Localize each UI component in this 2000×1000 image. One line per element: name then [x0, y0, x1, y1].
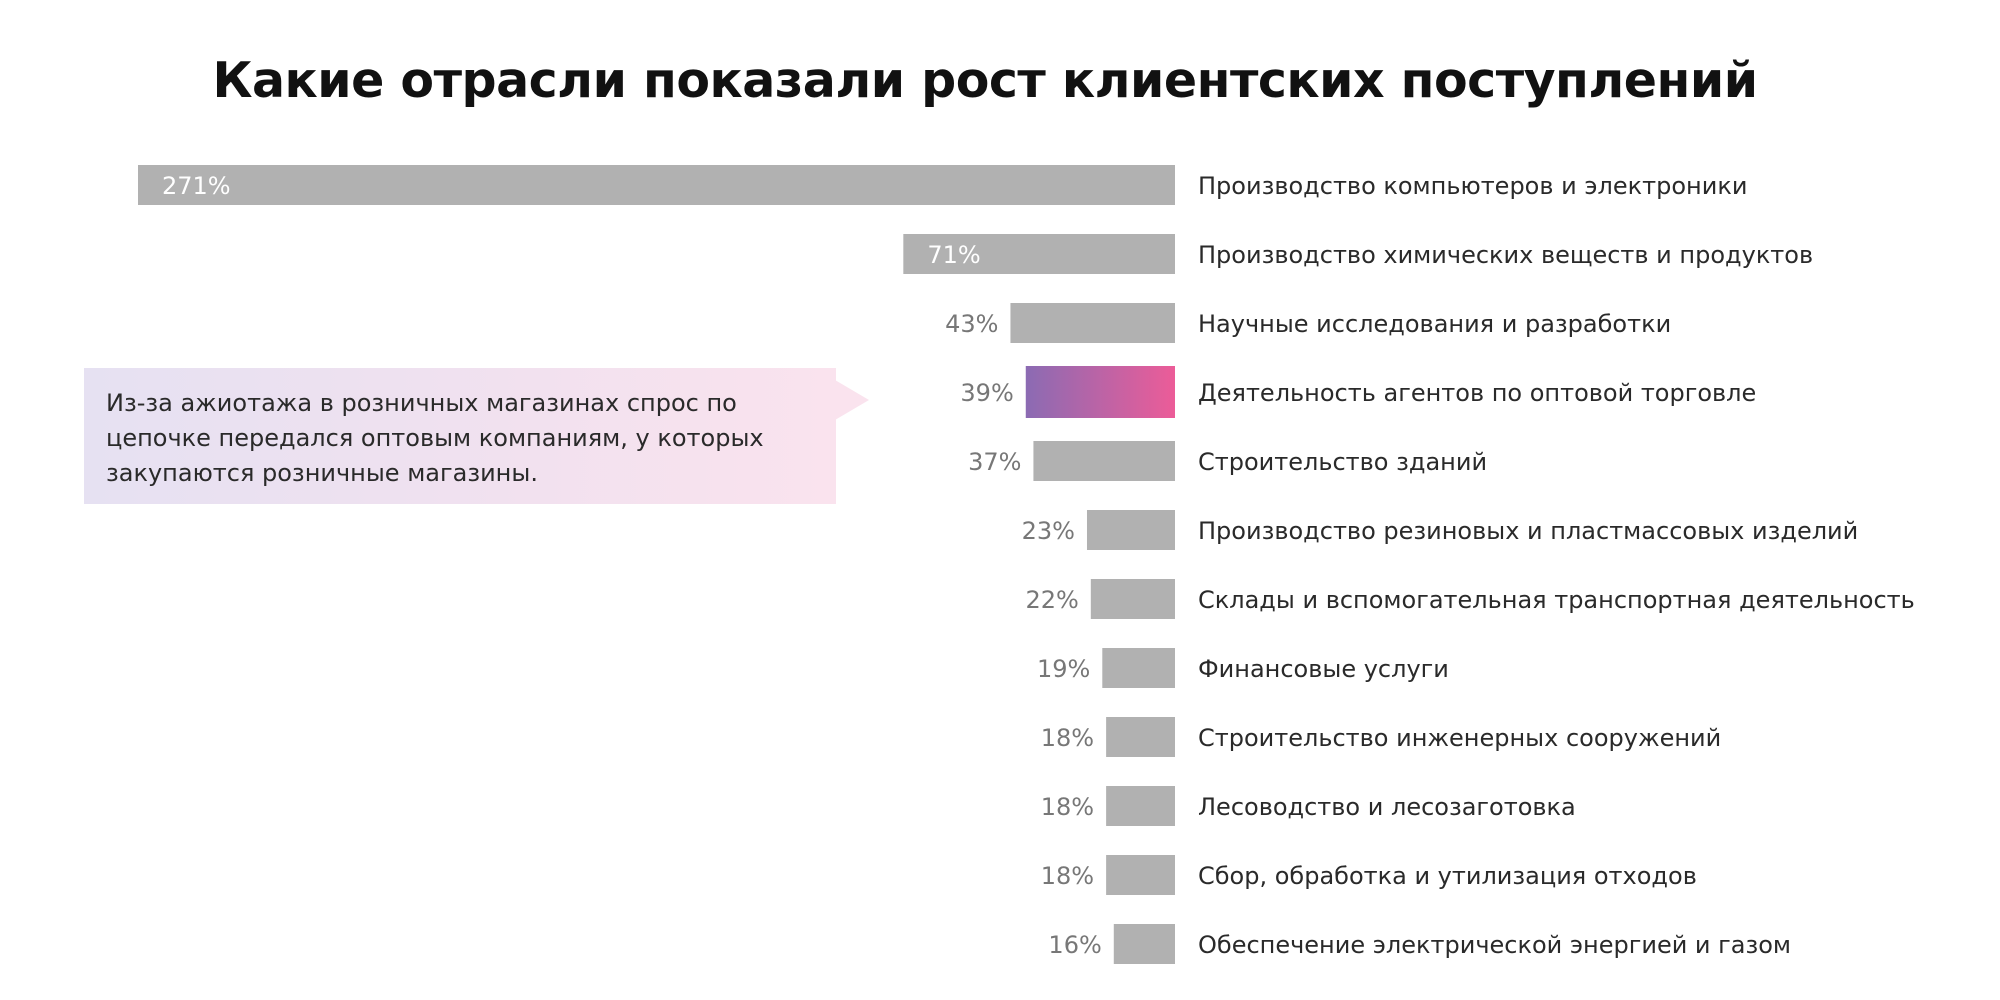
category-label: Строительство зданий — [1198, 448, 1487, 476]
bar — [1086, 510, 1175, 550]
value-label: 22% — [1025, 586, 1078, 614]
category-label: Обеспечение электрической энергией и газ… — [1198, 931, 1791, 959]
category-label: Лесоводство и лесозаготовка — [1198, 793, 1576, 821]
bar — [1102, 648, 1175, 688]
category-label: Производство резиновых и пластмассовых и… — [1198, 517, 1858, 545]
category-label: Финансовые услуги — [1198, 655, 1449, 683]
value-label: 71% — [927, 241, 980, 269]
bar — [1106, 717, 1175, 757]
callout-pointer — [835, 380, 869, 420]
category-label: Строительство инженерных сооружений — [1198, 724, 1721, 752]
value-label: 18% — [1041, 862, 1094, 890]
bar-highlighted — [1025, 366, 1175, 418]
category-label: Производство компьютеров и электроники — [1198, 172, 1747, 200]
category-label: Склады и вспомогательная транспортная де… — [1198, 586, 1915, 614]
value-label: 18% — [1041, 793, 1094, 821]
callout-text: Из-за ажиотажа в розничных магазинах спр… — [106, 389, 764, 487]
value-label: 271% — [162, 172, 231, 200]
category-label: Сбор, обработка и утилизация отходов — [1198, 862, 1697, 890]
category-label: Деятельность агентов по оптовой торговле — [1198, 379, 1756, 407]
value-label: 37% — [968, 448, 1021, 476]
callout-box: Из-за ажиотажа в розничных магазинах спр… — [84, 368, 836, 504]
bar — [1106, 786, 1175, 826]
value-label: 39% — [960, 379, 1013, 407]
bar — [1033, 441, 1175, 481]
value-label: 23% — [1022, 517, 1075, 545]
chart-title: Какие отрасли показали рост клиентских п… — [212, 52, 1758, 109]
value-label: 16% — [1048, 931, 1101, 959]
bar — [1010, 303, 1175, 343]
bar — [1106, 855, 1175, 895]
category-label: Научные исследования и разработки — [1198, 310, 1671, 338]
value-label: 18% — [1041, 724, 1094, 752]
bar — [903, 234, 1175, 274]
value-label: 43% — [945, 310, 998, 338]
bar — [1113, 924, 1175, 964]
value-label: 19% — [1037, 655, 1090, 683]
bar — [138, 165, 1175, 205]
bars-group: 271% Производство компьютеров и электрони… — [138, 165, 1915, 964]
category-label: Производство химических веществ и продук… — [1198, 241, 1813, 269]
bar — [1090, 579, 1175, 619]
